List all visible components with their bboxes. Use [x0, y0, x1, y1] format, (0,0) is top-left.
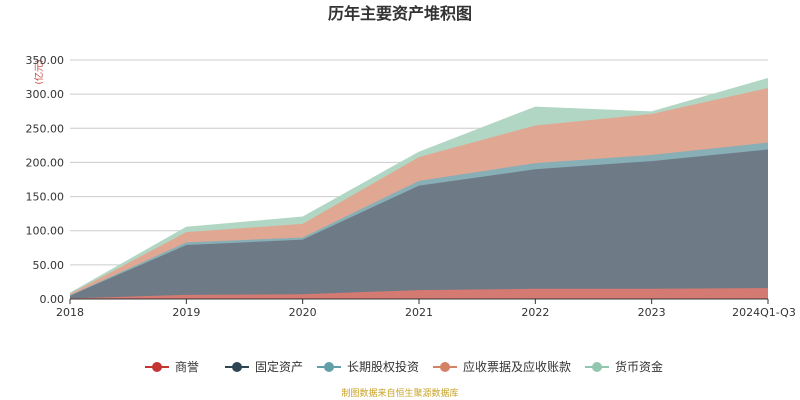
legend-label: 固定资产 — [255, 359, 303, 374]
area-edge-4 — [69, 77, 769, 294]
area-4 — [70, 78, 768, 294]
y-axis-unit: (亿元) — [33, 59, 45, 84]
axes: 0.00 50.00 100.00 150.00 200.00 250.00 300.00 3… — [26, 54, 796, 319]
legend-item-1[interactable]: 固定资产 — [225, 359, 303, 374]
legend: 商誉 固定资产 长期股权投资 应收票据及应收账款 货币资金 — [145, 359, 663, 374]
legend-marker — [152, 362, 162, 372]
legend-label: 应收票据及应收账款 — [463, 359, 571, 374]
legend-item-3[interactable]: 应收票据及应收账款 — [433, 359, 571, 374]
area-series — [69, 77, 769, 299]
legend-marker — [324, 362, 334, 372]
x-tick-label: 2023 — [638, 306, 666, 319]
x-tick-label: 2020 — [289, 306, 317, 319]
y-tick-label: 100.00 — [26, 225, 65, 238]
x-tick-label: 2024Q1-Q3 — [732, 306, 796, 319]
legend-label: 长期股权投资 — [347, 359, 419, 374]
chart-title: 历年主要资产堆积图 — [328, 4, 472, 23]
area-3 — [70, 87, 768, 296]
legend-marker — [232, 362, 242, 372]
legend-label: 货币资金 — [615, 359, 663, 374]
x-tick-label: 2021 — [405, 306, 433, 319]
legend-item-2[interactable]: 长期股权投资 — [317, 359, 419, 374]
x-tick-label: 2019 — [172, 306, 200, 319]
source-note: 制图数据来自恒生聚源数据库 — [341, 387, 458, 399]
x-tick-label: 2018 — [56, 306, 84, 319]
y-tick-label: 150.00 — [26, 191, 65, 204]
y-tick-label: 0.00 — [40, 293, 65, 306]
y-tick-label: 50.00 — [33, 259, 65, 272]
legend-item-4[interactable]: 货币资金 — [585, 359, 663, 374]
legend-marker — [440, 362, 450, 372]
y-tick-label: 300.00 — [26, 88, 65, 101]
y-tick-label: 350.00 — [26, 54, 65, 67]
legend-label: 商誉 — [175, 359, 199, 374]
area-0 — [70, 288, 768, 299]
legend-item-0[interactable]: 商誉 — [145, 359, 199, 374]
x-tick-label: 2022 — [521, 306, 549, 319]
y-tick-label: 250.00 — [26, 122, 65, 135]
legend-marker — [592, 362, 602, 372]
y-tick-label: 200.00 — [26, 156, 65, 169]
area-1 — [70, 149, 768, 299]
